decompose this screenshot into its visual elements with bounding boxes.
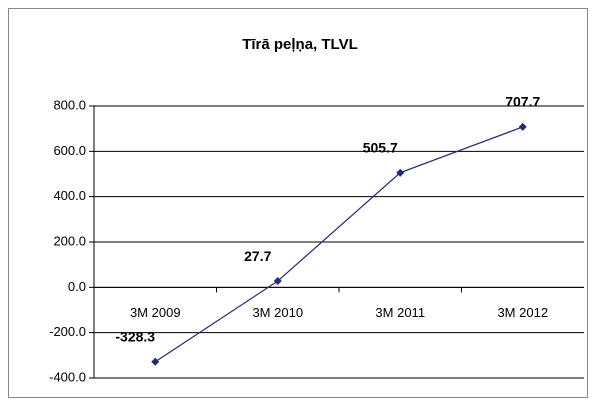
series-line [154,126,523,363]
data-label: 505.7 [363,139,398,155]
data-label: 27.7 [244,248,271,264]
point-marker [518,122,527,131]
point-marker [396,168,405,177]
y-tick-label: 600.0 [53,143,86,158]
y-tick-label: 200.0 [53,233,86,248]
point-marker [273,277,282,286]
data-label: 707.7 [505,94,540,110]
y-tick-label: 800.0 [53,97,86,112]
x-tick-label: 3M 2012 [497,305,548,320]
y-tick-label: 0.0 [68,279,86,294]
data-label: -328.3 [115,328,155,344]
y-tick-label: 400.0 [53,188,86,203]
x-tick-label: 3M 2009 [130,305,181,320]
point-marker [151,357,160,366]
x-tick-label: 3M 2011 [375,305,425,320]
chart-border [8,8,588,398]
y-tick-label: -400.0 [49,369,86,384]
x-tick-label: 3M 2010 [252,305,303,320]
chart-title: Tīrā peļņa, TLVL [242,36,358,53]
y-tick-label: -200.0 [49,324,86,339]
